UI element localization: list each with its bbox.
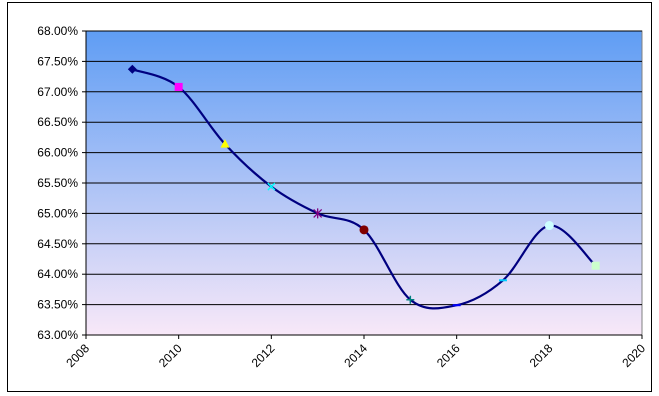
- x-tick-label: 2010: [156, 341, 185, 370]
- y-tick-label: 65.50%: [37, 176, 78, 190]
- data-point-plus: [406, 295, 415, 304]
- data-point-square: [174, 82, 183, 91]
- y-tick-label: 67.00%: [37, 85, 78, 99]
- series: [127, 64, 600, 310]
- y-tick-label: 65.00%: [37, 206, 78, 220]
- y-tick-label: 63.00%: [37, 328, 78, 342]
- y-tick-label: 66.50%: [37, 115, 78, 129]
- y-tick-label: 64.50%: [37, 237, 78, 251]
- y-tick-label: 66.00%: [37, 146, 78, 160]
- data-point-diamond: [127, 64, 137, 74]
- data-point-circle: [544, 221, 554, 231]
- x-tick-label: 2020: [619, 341, 648, 370]
- x-axis: 2008 2010 2012 2014 2016 2018 2020: [63, 334, 648, 370]
- y-tick-label: 67.50%: [37, 54, 78, 68]
- y-tick-label: 63.50%: [37, 298, 78, 312]
- data-point-triangle: [220, 139, 230, 148]
- y-tick-label: 64.00%: [37, 267, 78, 281]
- y-axis: 63.00% 63.50% 64.00% 64.50% 65.00% 65.50% 66.0…: [37, 24, 87, 342]
- x-tick-label: 2016: [434, 341, 463, 370]
- x-tick-label: 2008: [63, 341, 92, 370]
- data-point-star: [313, 208, 323, 219]
- x-tick-label: 2012: [249, 341, 278, 370]
- gridlines: [86, 30, 642, 336]
- x-tick-label: 2018: [527, 341, 556, 370]
- y-tick-label: 68.00%: [37, 24, 78, 38]
- data-point-x: [267, 182, 276, 191]
- x-tick-label: 2014: [341, 341, 370, 370]
- data-point-square: [591, 261, 600, 270]
- data-point-circle: [359, 225, 369, 235]
